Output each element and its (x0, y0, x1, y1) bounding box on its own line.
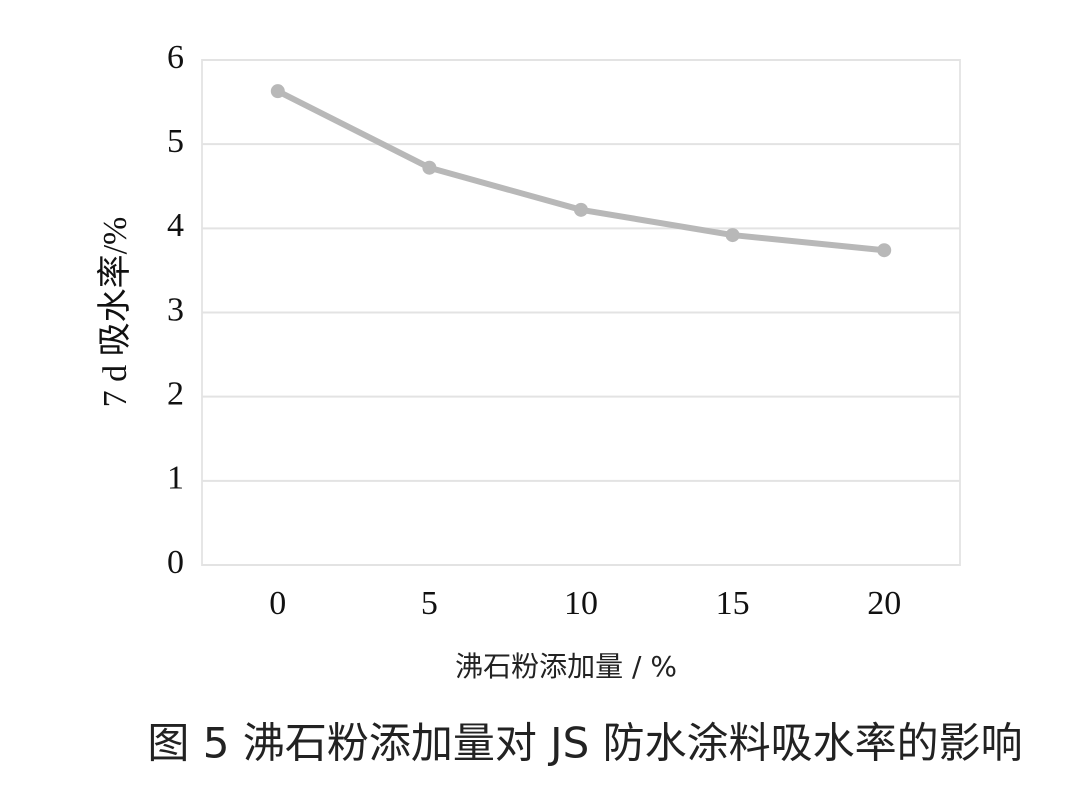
y-tick-label: 6 (167, 39, 184, 76)
y-tick-label: 4 (167, 207, 184, 244)
data-point (270, 84, 285, 99)
y-tick-label: 5 (167, 123, 184, 160)
y-axis-label: 7 d 吸水率/% (96, 217, 134, 408)
data-point (422, 160, 437, 175)
y-tick-label: 3 (167, 291, 184, 328)
y-tick-label: 1 (167, 460, 184, 497)
x-tick-label: 0 (269, 585, 286, 622)
y-tick-label: 0 (167, 544, 184, 581)
x-tick-label: 5 (421, 585, 438, 622)
caption: 图 5 沸石粉添加量对 JS 防水涂料吸水率的影响 (147, 719, 1022, 768)
data-point (725, 228, 740, 243)
data-point (574, 202, 588, 217)
y-tick-label: 2 (167, 375, 184, 412)
x-tick-label: 20 (867, 585, 901, 622)
x-axis-label: 沸石粉添加量 / % (455, 650, 677, 683)
data-point (877, 243, 892, 258)
x-tick-label: 15 (716, 585, 750, 622)
series-line (276, 88, 885, 254)
x-tick-label: 10 (564, 585, 598, 622)
